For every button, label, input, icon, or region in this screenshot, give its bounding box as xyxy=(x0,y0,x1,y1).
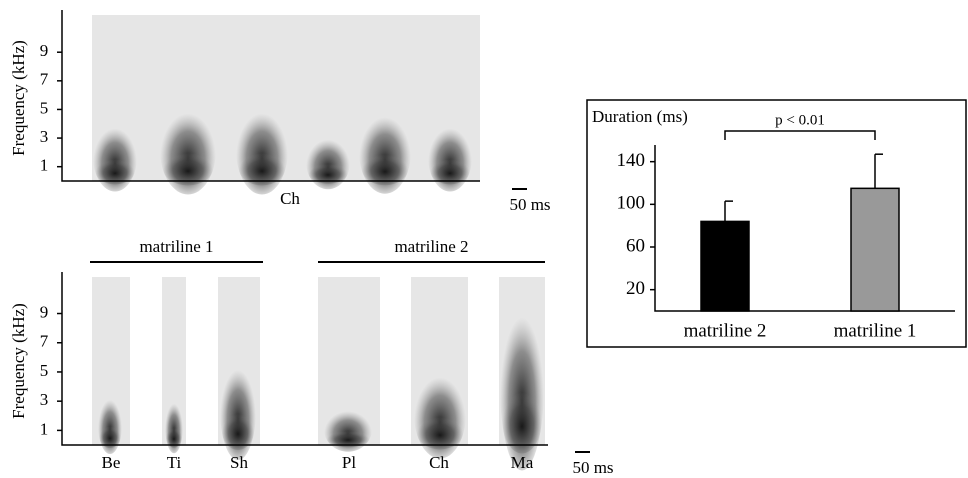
y-tick-label: 5 xyxy=(40,361,49,380)
call-label: Ch xyxy=(429,453,449,472)
y-axis-label: Frequency (kHz) xyxy=(9,303,28,419)
spectrogram-energy xyxy=(361,151,409,186)
y-tick-label: 20 xyxy=(626,278,645,299)
y-tick-label: 9 xyxy=(40,41,49,60)
spectrogram-energy xyxy=(221,410,255,450)
spectrogram-energy xyxy=(238,149,286,186)
y-tick-label: 9 xyxy=(40,302,49,321)
y-tick-label: 5 xyxy=(40,98,49,117)
call-label: Ti xyxy=(167,453,182,472)
significance-label: p < 0.01 xyxy=(775,112,825,128)
x-tick-label: matriline 2 xyxy=(684,320,767,341)
y-tick-label: 3 xyxy=(40,127,49,146)
y-tick-label: 1 xyxy=(40,419,49,438)
scale-bar-label: 50 ms xyxy=(572,458,613,477)
y-tick-label: 140 xyxy=(617,150,646,171)
call-label: Be xyxy=(102,453,121,472)
y-tick-label: 7 xyxy=(40,70,49,89)
group-label: matriline 2 xyxy=(394,237,468,256)
y-tick-label: 60 xyxy=(626,235,645,256)
x-tick-label: matriline 1 xyxy=(834,320,917,341)
spectrogram-energy xyxy=(162,149,214,186)
call-label: Ch xyxy=(280,189,300,208)
call-label: Ma xyxy=(511,453,534,472)
y-axis-label: Frequency (kHz) xyxy=(9,40,28,156)
y-tick-label: 7 xyxy=(40,332,49,351)
bar xyxy=(850,187,900,312)
y-tick-label: 3 xyxy=(40,390,49,409)
spectrogram-energy xyxy=(416,413,464,450)
scale-bar-label: 50 ms xyxy=(509,195,550,214)
call-label: Pl xyxy=(342,453,356,472)
spectrogram-energy xyxy=(95,156,135,185)
y-tick-label: 100 xyxy=(617,193,646,214)
bar-chart-frame xyxy=(586,99,967,348)
group-label: matriline 1 xyxy=(139,237,213,256)
spectrogram-energy xyxy=(430,156,470,185)
significance-bracket xyxy=(724,130,876,140)
y-axis xyxy=(61,272,548,446)
bar xyxy=(700,220,750,312)
spectrogram-energy xyxy=(165,425,183,448)
chart-title: Duration (ms) xyxy=(592,107,688,126)
y-tick-label: 1 xyxy=(40,156,49,175)
axes xyxy=(654,145,955,312)
y-axis xyxy=(61,10,480,182)
call-label: Sh xyxy=(230,453,248,472)
spectrogram-energy xyxy=(308,161,348,184)
spectrogram-energy xyxy=(326,429,370,448)
spectrogram-energy xyxy=(99,424,121,448)
spectrogram-energy xyxy=(502,385,542,454)
